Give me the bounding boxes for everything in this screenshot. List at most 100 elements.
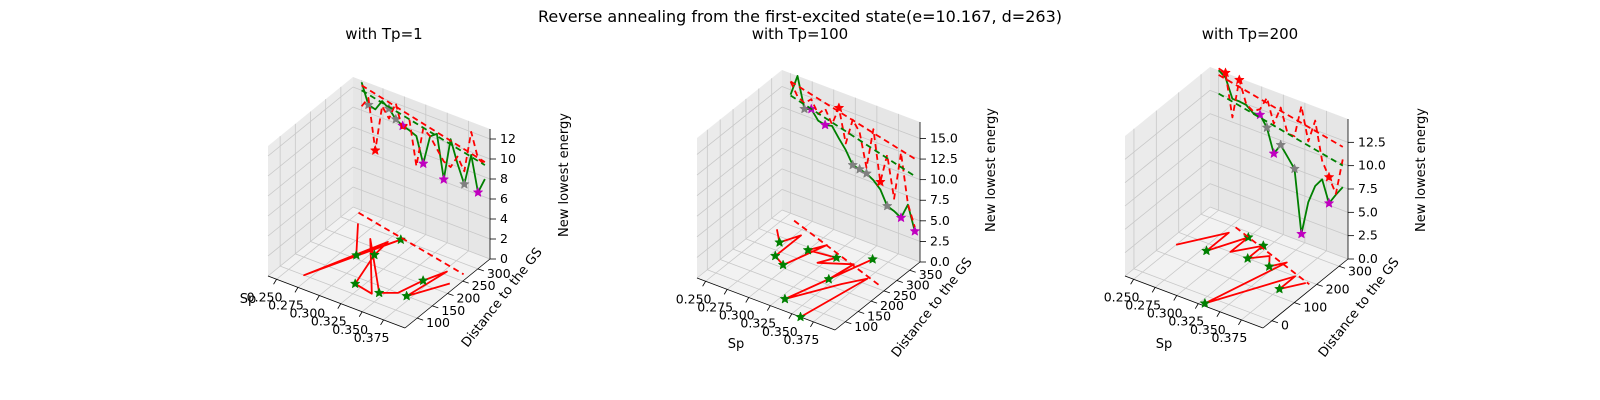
x-tick-label: 0.350 xyxy=(1190,322,1226,337)
floor-projection-series xyxy=(303,223,451,301)
series-line xyxy=(774,229,874,318)
x-tick xyxy=(1151,287,1156,293)
star-marker xyxy=(909,225,921,236)
trend-line xyxy=(361,84,486,163)
star-marker xyxy=(349,278,361,289)
panel-tp-100: with Tp=100 0.2500.2750.3000.3250.3500.3… xyxy=(676,25,999,361)
y-tick xyxy=(883,290,891,294)
star-marker xyxy=(1261,121,1273,133)
star-marker xyxy=(1268,147,1280,159)
y-tick-label: 350 xyxy=(919,267,943,282)
x-tick-label: 0.275 xyxy=(697,299,733,314)
star-marker xyxy=(417,274,429,286)
z-axis-label: New lowest energy xyxy=(984,108,999,232)
star-marker xyxy=(472,186,484,198)
floor-projection-series xyxy=(358,211,465,276)
floor-projection-series xyxy=(793,219,882,288)
star-marker xyxy=(438,173,450,185)
z-tick-label: 10 xyxy=(500,151,516,166)
x-tick xyxy=(1216,311,1221,317)
trend-line xyxy=(1218,74,1344,148)
star-marker xyxy=(395,233,407,245)
z-axis-label: New lowest energy xyxy=(1414,108,1429,232)
x-tick xyxy=(745,297,750,303)
star-marker xyxy=(895,212,907,223)
z-tick-label: 5.0 xyxy=(1358,204,1378,219)
y-tick xyxy=(1271,320,1279,324)
star-marker xyxy=(854,163,866,174)
star-marker xyxy=(1323,197,1335,208)
star-marker xyxy=(769,250,781,261)
panel-title: with Tp=1 xyxy=(345,25,422,43)
star-marker xyxy=(881,200,893,211)
star-marker xyxy=(774,236,785,248)
x-tick xyxy=(1194,303,1199,309)
y-tick xyxy=(447,293,454,296)
star-marker xyxy=(1199,297,1211,309)
star-marker xyxy=(1296,228,1307,239)
y-tick xyxy=(845,321,852,325)
x-tick xyxy=(380,319,384,326)
y-tick xyxy=(462,280,469,284)
series-line xyxy=(358,211,465,276)
star-marker xyxy=(1242,252,1254,264)
star-marker xyxy=(401,290,413,301)
star-marker xyxy=(1233,74,1245,85)
series-line xyxy=(1218,92,1344,167)
star-marker xyxy=(831,252,842,263)
left-pane xyxy=(697,70,782,278)
panel-title: with Tp=200 xyxy=(1202,25,1298,43)
panel-title: with Tp=100 xyxy=(752,25,848,43)
z-tick-label: 15.0 xyxy=(930,130,958,145)
y-tick-label: 100 xyxy=(854,319,878,334)
x-tick xyxy=(702,281,706,287)
star-marker xyxy=(350,249,362,260)
x-tick xyxy=(316,295,320,301)
x-tick xyxy=(358,311,363,317)
star-marker xyxy=(867,253,879,264)
y-tick xyxy=(1316,284,1323,287)
energy-series xyxy=(789,75,921,236)
trend-line xyxy=(1218,92,1344,167)
star-marker xyxy=(795,311,806,322)
x-tick-label: 0.375 xyxy=(354,330,390,345)
x-tick xyxy=(766,305,771,311)
y-tick xyxy=(896,280,903,283)
series-line xyxy=(361,84,486,163)
y-tick-label: 150 xyxy=(441,303,465,318)
star-marker xyxy=(779,293,791,304)
y-tick xyxy=(858,311,865,314)
axes xyxy=(696,122,921,331)
y-tick-label: 200 xyxy=(457,291,481,306)
star-marker xyxy=(417,157,429,169)
energy-series xyxy=(360,82,486,198)
trend-line xyxy=(361,89,486,166)
z-tick-label: 0.0 xyxy=(1358,251,1378,266)
y-tick-label: 100 xyxy=(426,315,450,330)
energy-series xyxy=(1218,67,1344,195)
y-tick-label: 300 xyxy=(1348,263,1372,278)
x-tick-label: 0.375 xyxy=(1212,330,1248,345)
star-marker xyxy=(369,249,380,260)
floor-pane xyxy=(697,210,920,330)
star-marker xyxy=(1323,171,1335,182)
x-tick xyxy=(337,303,342,309)
x-tick-label: 0.325 xyxy=(311,314,347,329)
floor-projection-series xyxy=(769,229,879,322)
z-tick-label: 12.5 xyxy=(1358,134,1386,149)
y-tick-label: 300 xyxy=(906,278,930,293)
x-tick-label: 0.350 xyxy=(762,324,798,339)
star-marker xyxy=(383,102,395,114)
z-tick-label: 5.0 xyxy=(930,213,950,228)
grid xyxy=(1124,70,1349,322)
y-tick-label: 250 xyxy=(472,278,496,293)
x-tick-label: 0.325 xyxy=(740,316,776,331)
y-tick xyxy=(870,300,878,304)
z-tick-label: 2 xyxy=(500,231,508,246)
x-tick-label: 0.300 xyxy=(1147,306,1183,321)
x-tick-label: 0.375 xyxy=(784,332,820,347)
panel-tp-200: with Tp=200 0.2500.2750.3000.3250.3500.3… xyxy=(1104,25,1429,361)
y-tick-label: 200 xyxy=(880,298,904,313)
star-marker xyxy=(819,119,831,130)
star-marker xyxy=(823,273,835,284)
